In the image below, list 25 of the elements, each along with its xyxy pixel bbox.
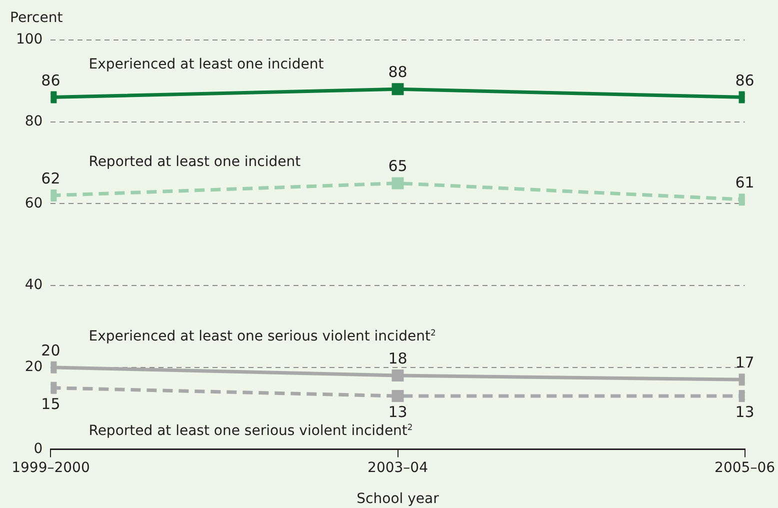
data-label: 13 — [735, 403, 754, 422]
y-tick-label: 0 — [34, 440, 43, 457]
y-tick-label: 20 — [24, 359, 43, 375]
data-label: 86 — [41, 71, 60, 90]
data-label: 13 — [388, 403, 408, 422]
y-tick-label: 100 — [16, 32, 43, 48]
data-label: 65 — [388, 157, 408, 176]
data-label: 18 — [388, 350, 408, 368]
data-label: 88 — [388, 63, 408, 82]
y-tick-label: 40 — [24, 277, 43, 294]
data-label: 61 — [735, 174, 754, 192]
data-label: 86 — [735, 71, 754, 90]
x-tick-label: 1999–2000 — [12, 460, 90, 476]
data-label: 62 — [41, 169, 60, 188]
data-label: 17 — [735, 354, 754, 372]
x-tick-label: 2003–04 — [368, 460, 428, 476]
data-label: 15 — [41, 394, 60, 413]
series-label: Reported at least one incident — [88, 154, 302, 170]
x-axis-title: School year — [356, 491, 440, 507]
series-label: Experienced at least one incident — [88, 56, 324, 72]
y-axis-title: Percent — [10, 10, 64, 26]
y-tick-label: 80 — [24, 113, 43, 130]
y-tick-label: 60 — [24, 195, 43, 212]
data-label: 20 — [41, 341, 60, 360]
x-tick-label: 2005–06 — [714, 460, 776, 476]
